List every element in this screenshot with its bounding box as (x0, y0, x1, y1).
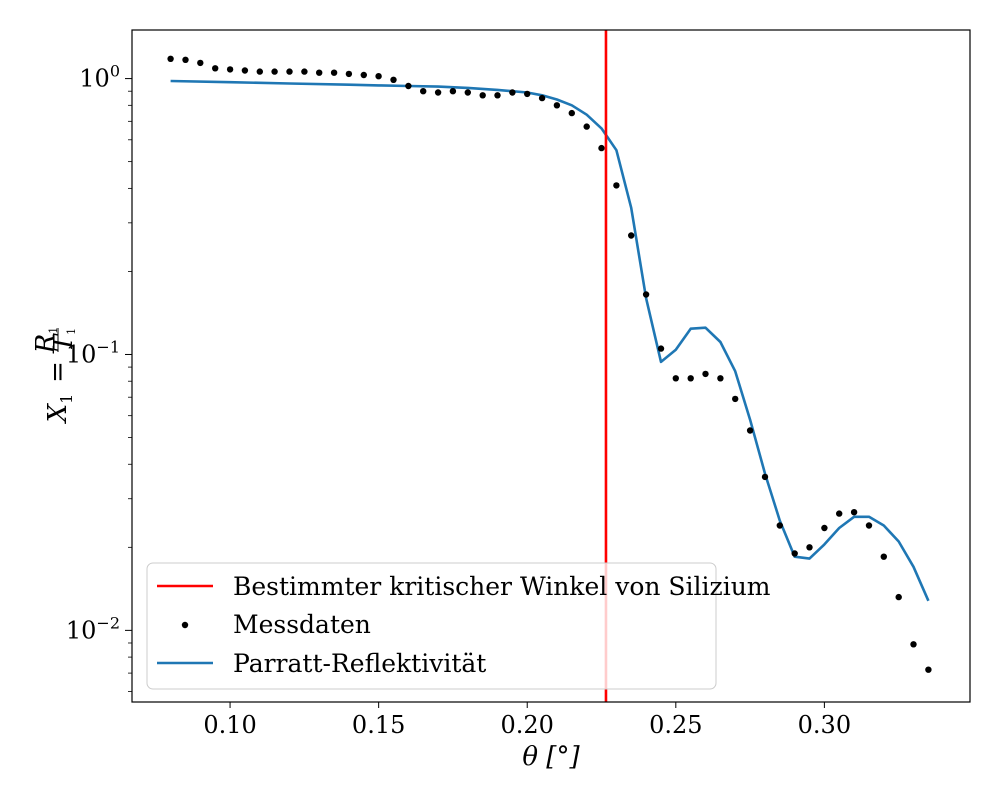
y-label-num-sub: 1 (47, 327, 60, 334)
y-label-den-sub: 1 (65, 328, 78, 335)
data-point-messdaten (316, 69, 323, 76)
data-point-messdaten (895, 593, 902, 601)
data-point-messdaten (642, 291, 650, 298)
y-label-eq: = (43, 361, 73, 383)
data-point-messdaten (241, 67, 249, 74)
x-tick-label: 0.30 (798, 711, 851, 739)
data-point-messdaten (509, 89, 516, 96)
data-point-messdaten (449, 88, 457, 95)
data-point-messdaten (226, 66, 234, 73)
data-point-messdaten (553, 102, 561, 109)
data-point-messdaten (390, 76, 397, 84)
x-axis-label: θ [°] (522, 742, 580, 772)
data-point-messdaten (345, 70, 353, 78)
data-point-messdaten (375, 73, 382, 80)
data-point-messdaten (271, 68, 278, 75)
data-point-messdaten (598, 144, 605, 152)
data-point-messdaten (910, 641, 917, 648)
data-point-messdaten (330, 69, 338, 76)
data-point-messdaten (583, 123, 590, 130)
y-axis-label: X1 = R1 T1 (31, 327, 79, 425)
svg-text:T1: T1 (49, 328, 79, 352)
data-point-messdaten (613, 182, 620, 189)
y-tick-label: 100 (79, 62, 120, 93)
data-point-messdaten (776, 522, 783, 529)
data-point-messdaten (479, 92, 486, 99)
y-label-lhs-sub: 1 (57, 394, 76, 404)
x-tick-label: 0.20 (501, 711, 554, 739)
data-point-messdaten (806, 544, 813, 551)
data-point-messdaten (821, 524, 828, 532)
data-point-messdaten (746, 427, 754, 434)
legend-points-label: Messdaten (233, 610, 371, 639)
data-point-messdaten (405, 82, 412, 90)
data-point-messdaten (672, 375, 679, 382)
y-label-den: T (49, 333, 79, 352)
data-point-messdaten (865, 522, 873, 529)
data-point-messdaten (167, 55, 174, 62)
y-tick-label: 10−1 (66, 337, 120, 368)
legend-box (146, 562, 717, 690)
data-point-messdaten (880, 553, 887, 560)
data-point-messdaten (494, 92, 501, 99)
x-tick-label: 0.25 (649, 711, 702, 739)
data-point-messdaten (836, 510, 843, 517)
data-point-messdaten (434, 89, 442, 96)
svg-text:X1: X1 (43, 394, 76, 425)
data-point-messdaten (538, 94, 546, 102)
data-point-messdaten (761, 473, 769, 481)
data-point-messdaten (732, 395, 739, 403)
data-point-messdaten (197, 59, 204, 67)
plot-frame (131, 29, 971, 703)
data-point-messdaten (657, 345, 665, 352)
data-point-messdaten (182, 56, 189, 63)
y-label-lhs: X (43, 402, 73, 424)
data-point-messdaten (524, 90, 531, 98)
data-point-messdaten (717, 375, 724, 382)
data-point-messdaten (301, 68, 308, 75)
x-tick-label: 0.10 (203, 711, 256, 739)
legend-vline-label: Bestimmter kritischer Winkel von Siliziu… (233, 572, 771, 601)
legend-points-swatch (181, 621, 189, 629)
data-point-messdaten (568, 109, 575, 117)
data-point-messdaten (420, 88, 427, 95)
data-point-messdaten (464, 89, 471, 96)
data-point-messdaten (212, 65, 219, 72)
data-point-messdaten (628, 232, 635, 239)
svg-text:R1: R1 (31, 327, 61, 355)
data-point-messdaten (925, 666, 932, 673)
legend-line-label: Parratt-Reflektivität (233, 649, 486, 678)
y-tick-label: 10−2 (66, 613, 120, 644)
data-point-messdaten (256, 68, 263, 75)
data-point-messdaten (850, 509, 858, 516)
x-tick-label: 0.15 (352, 711, 405, 739)
y-label-num: R (31, 334, 61, 355)
data-point-messdaten (791, 550, 798, 557)
legend: Bestimmter kritischer Winkel von Siliziu… (146, 562, 771, 690)
data-point-messdaten (360, 71, 367, 79)
data-point-messdaten (286, 68, 293, 75)
data-point-messdaten (687, 375, 694, 382)
data-point-messdaten (702, 370, 709, 378)
series-line-parratt (170, 79, 930, 602)
